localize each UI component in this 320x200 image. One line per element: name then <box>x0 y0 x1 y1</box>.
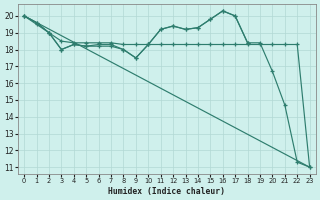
X-axis label: Humidex (Indice chaleur): Humidex (Indice chaleur) <box>108 187 225 196</box>
